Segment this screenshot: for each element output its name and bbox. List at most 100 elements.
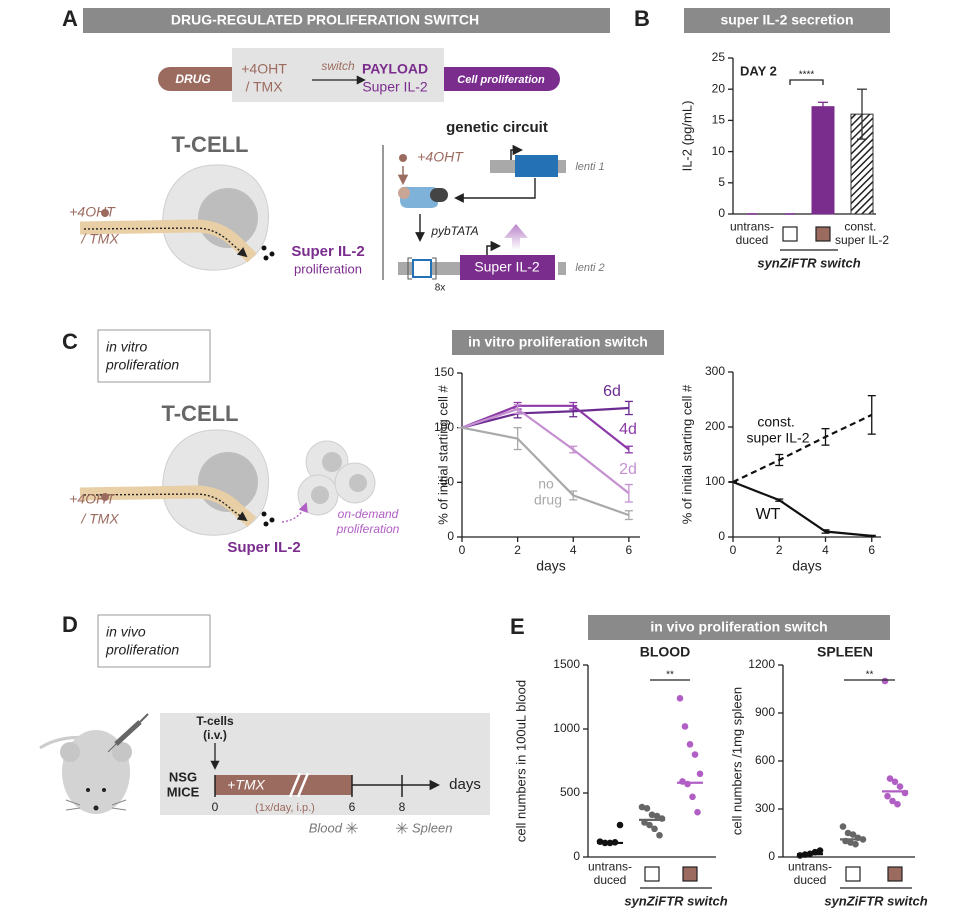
payload-label: PAYLOAD <box>362 61 428 77</box>
group-label: synZiFTR switch <box>757 255 860 270</box>
arrow <box>454 178 536 203</box>
data-point <box>694 808 701 816</box>
x-tick-label: untrans-duced <box>730 220 774 248</box>
banner-text: in vivo proliferation switch <box>650 619 827 635</box>
drug-name: / TMX <box>80 511 119 527</box>
series-line <box>461 406 629 429</box>
data-point <box>638 803 646 811</box>
condition-icon <box>887 866 903 882</box>
x-tick-label: 6 <box>868 543 875 557</box>
drug-label: DRUG <box>175 72 210 86</box>
drug-pill <box>158 67 248 91</box>
mice-label: MICE <box>167 784 200 799</box>
data-point <box>847 839 854 846</box>
syringe <box>107 713 149 753</box>
y-tick-label: 20 <box>712 81 726 95</box>
series-label: 2d <box>619 461 637 478</box>
label-box <box>97 614 211 668</box>
panel-d: D in vivo proliferation T-cells (i.v.) N… <box>39 612 490 838</box>
panel-letter: D <box>62 612 78 637</box>
y-tick-label: 500 <box>560 785 580 799</box>
y-tick-label: 0 <box>718 206 725 220</box>
series-label: const. super IL-2 <box>746 413 809 445</box>
group-label: synZiFTR switch <box>824 893 927 908</box>
gene-part <box>490 160 515 173</box>
significance: ** <box>866 670 874 681</box>
output-pill <box>425 67 560 91</box>
daughter-cells <box>297 440 376 516</box>
data-point <box>849 831 857 838</box>
gene-part <box>558 262 566 275</box>
data-point <box>648 811 656 819</box>
box-text: in vitro <box>106 339 147 355</box>
secreted-effect: proliferation <box>294 261 362 276</box>
treatment-label: +TMX <box>227 777 265 793</box>
x-tick-label: 6 <box>626 543 633 557</box>
banner-text: super IL-2 secretion <box>720 12 853 28</box>
data-point <box>881 677 889 685</box>
proliferation-arrow <box>281 502 308 523</box>
y-axis-label: IL-2 (pg/mL) <box>679 101 694 172</box>
secreted-label: Super IL-2 <box>227 539 300 556</box>
sample-mark: ✳ <box>345 821 358 838</box>
x-axis-label: days <box>536 558 566 574</box>
drug-dot <box>101 493 109 501</box>
y-axis-label: % of initial starting cell # <box>679 384 694 524</box>
drug-name: / TMX <box>80 231 119 247</box>
panel-letter: B <box>634 6 650 31</box>
x-tick-label: 0 <box>459 543 466 557</box>
box-text: proliferation <box>105 642 179 658</box>
panel-letter: E <box>510 614 525 639</box>
series-label: 4d <box>619 421 637 438</box>
payload-name: Super IL-2 <box>362 79 428 95</box>
y-tick-label: 0 <box>718 529 725 543</box>
break-mark <box>288 772 310 798</box>
x-tick-label: 0 <box>730 543 737 557</box>
data-point <box>889 797 896 805</box>
y-tick-label: 25 <box>712 50 726 64</box>
condition-icon <box>845 866 861 882</box>
y-tick-label: 0 <box>573 849 580 863</box>
panel-letter: C <box>62 329 78 354</box>
injection-label: T-cells <box>196 714 234 728</box>
panel-a: A DRUG-REGULATED PROLIFERATION SWITCH DR… <box>62 6 610 294</box>
y-tick-label: 0 <box>447 529 454 543</box>
drug-name: / TMX <box>245 79 283 95</box>
y-tick-label: 600 <box>755 753 775 767</box>
banner <box>83 8 610 33</box>
significance: ** <box>666 670 674 681</box>
x-tick-label: untrans-duced <box>788 860 832 888</box>
data-point <box>852 840 859 848</box>
data-point <box>891 778 899 786</box>
condition-icon <box>782 226 798 242</box>
banner <box>588 615 890 640</box>
banner <box>684 8 890 33</box>
gene-part <box>558 160 566 173</box>
binding-site <box>412 259 432 278</box>
x-tick-label: const. super IL-2 <box>835 220 889 248</box>
lenti-label: lenti 1 <box>575 161 604 173</box>
annotation: DAY 2 <box>740 63 777 78</box>
data-point <box>839 823 847 830</box>
data-point <box>691 751 699 758</box>
condition-icon <box>815 226 831 242</box>
data-point <box>643 805 651 812</box>
y-tick-label: 150 <box>434 365 454 379</box>
data-point <box>616 821 624 829</box>
protein-ligand <box>398 187 410 199</box>
y-axis-label: cell numbers in 100uL blood <box>513 680 528 842</box>
drug-arrow <box>83 227 248 258</box>
data-point <box>686 741 694 748</box>
data-point <box>894 800 901 808</box>
condition-icon <box>644 866 660 882</box>
panel-e: E in vivo proliferation switch <box>510 614 890 640</box>
il2-dots <box>261 245 275 261</box>
group-label: synZiFTR switch <box>624 893 727 908</box>
y-tick-label: 1200 <box>748 657 775 671</box>
data-point <box>681 723 689 730</box>
x-tick-label: 4 <box>570 543 577 557</box>
data-point <box>696 770 704 778</box>
expression-arrow <box>504 224 528 250</box>
y-axis-label: % of initial starting cell # <box>435 385 450 525</box>
series-line <box>461 407 630 495</box>
